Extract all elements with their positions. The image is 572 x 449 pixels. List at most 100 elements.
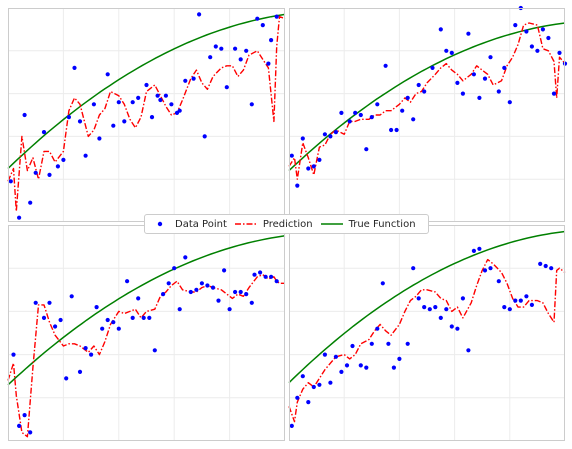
data-point [535, 48, 540, 53]
data-point [369, 115, 374, 120]
data-point [89, 352, 94, 357]
data-point [529, 44, 535, 49]
data-point [161, 292, 166, 297]
data-point [391, 365, 396, 370]
data-point [328, 380, 333, 385]
data-point [177, 108, 182, 113]
data-point [41, 130, 47, 135]
subplot-2 [288, 5, 568, 222]
data-point [438, 315, 443, 320]
data-point [105, 72, 110, 77]
data-point [55, 164, 61, 169]
data-point [496, 279, 501, 284]
data-point [513, 23, 518, 28]
data-point [249, 102, 254, 107]
data-point [389, 127, 394, 133]
data-point [383, 63, 388, 68]
data-point [11, 352, 16, 357]
data-point [333, 130, 338, 135]
data-point [507, 307, 512, 312]
data-point [219, 46, 224, 51]
data-point [449, 324, 454, 329]
data-point [477, 95, 482, 100]
data-point [238, 57, 243, 62]
data-point [350, 343, 355, 349]
legend-item-true-function: True Function [320, 219, 416, 230]
legend-label-data-point: Data Point [175, 218, 227, 230]
plot-area [8, 225, 285, 441]
data-point [263, 274, 268, 279]
data-point [405, 341, 410, 346]
data-point [163, 93, 168, 98]
data-point [471, 72, 476, 77]
plot-area [289, 225, 565, 441]
data-point [255, 16, 260, 21]
legend: Data Point Prediction True Function [144, 214, 429, 234]
data-point [8, 179, 13, 184]
data-point [289, 153, 294, 158]
data-point [105, 317, 110, 323]
data-point [17, 215, 22, 220]
data-point [411, 266, 416, 271]
data-point [274, 14, 279, 19]
data-point [111, 320, 116, 325]
data-point [252, 272, 257, 277]
data-point [47, 300, 52, 305]
data-point [311, 164, 316, 169]
data-point [100, 326, 105, 331]
data-point [405, 95, 410, 100]
data-point [69, 294, 74, 299]
data-point [33, 170, 38, 175]
data-point [460, 296, 465, 301]
prediction-line-icon [234, 223, 257, 225]
data-point [375, 102, 380, 107]
data-point [496, 89, 501, 94]
data-point [339, 110, 344, 115]
data-point [136, 95, 141, 100]
data-point [33, 300, 38, 305]
data-point [353, 110, 358, 115]
true-function-line [7, 235, 286, 386]
data-point [41, 315, 47, 320]
data-point [502, 65, 507, 70]
prediction-line [288, 258, 566, 423]
data-point [295, 395, 300, 400]
data-point [136, 296, 141, 301]
data-point [422, 305, 427, 310]
subplot-3 [7, 225, 286, 441]
data-point [380, 281, 385, 286]
data-point [311, 384, 316, 390]
data-point [513, 298, 518, 303]
legend-label-prediction: Prediction [262, 218, 313, 230]
data-point [460, 91, 465, 96]
data-point [144, 82, 149, 88]
data-point [194, 287, 199, 292]
data-point [61, 157, 66, 162]
data-point [344, 363, 350, 368]
data-point [394, 127, 399, 133]
data-point [477, 246, 482, 251]
data-point [83, 153, 88, 158]
data-point [53, 324, 58, 329]
data-point [188, 289, 193, 295]
data-point [416, 82, 421, 88]
data-point [300, 374, 305, 379]
true-function-line [288, 230, 566, 384]
data-point [244, 292, 249, 297]
data-point [22, 112, 27, 118]
data-point [155, 93, 160, 98]
data-point [289, 423, 294, 428]
data-point [546, 35, 551, 41]
data-point [141, 315, 146, 320]
data-point [322, 352, 327, 357]
data-point [557, 50, 562, 56]
data-point [502, 305, 507, 310]
data-point [208, 55, 213, 60]
data-point [197, 12, 202, 17]
true-function-line-icon [320, 223, 343, 225]
data-point [549, 266, 554, 271]
data-point [416, 296, 421, 301]
data-point [66, 115, 71, 120]
plot-area [289, 8, 565, 222]
